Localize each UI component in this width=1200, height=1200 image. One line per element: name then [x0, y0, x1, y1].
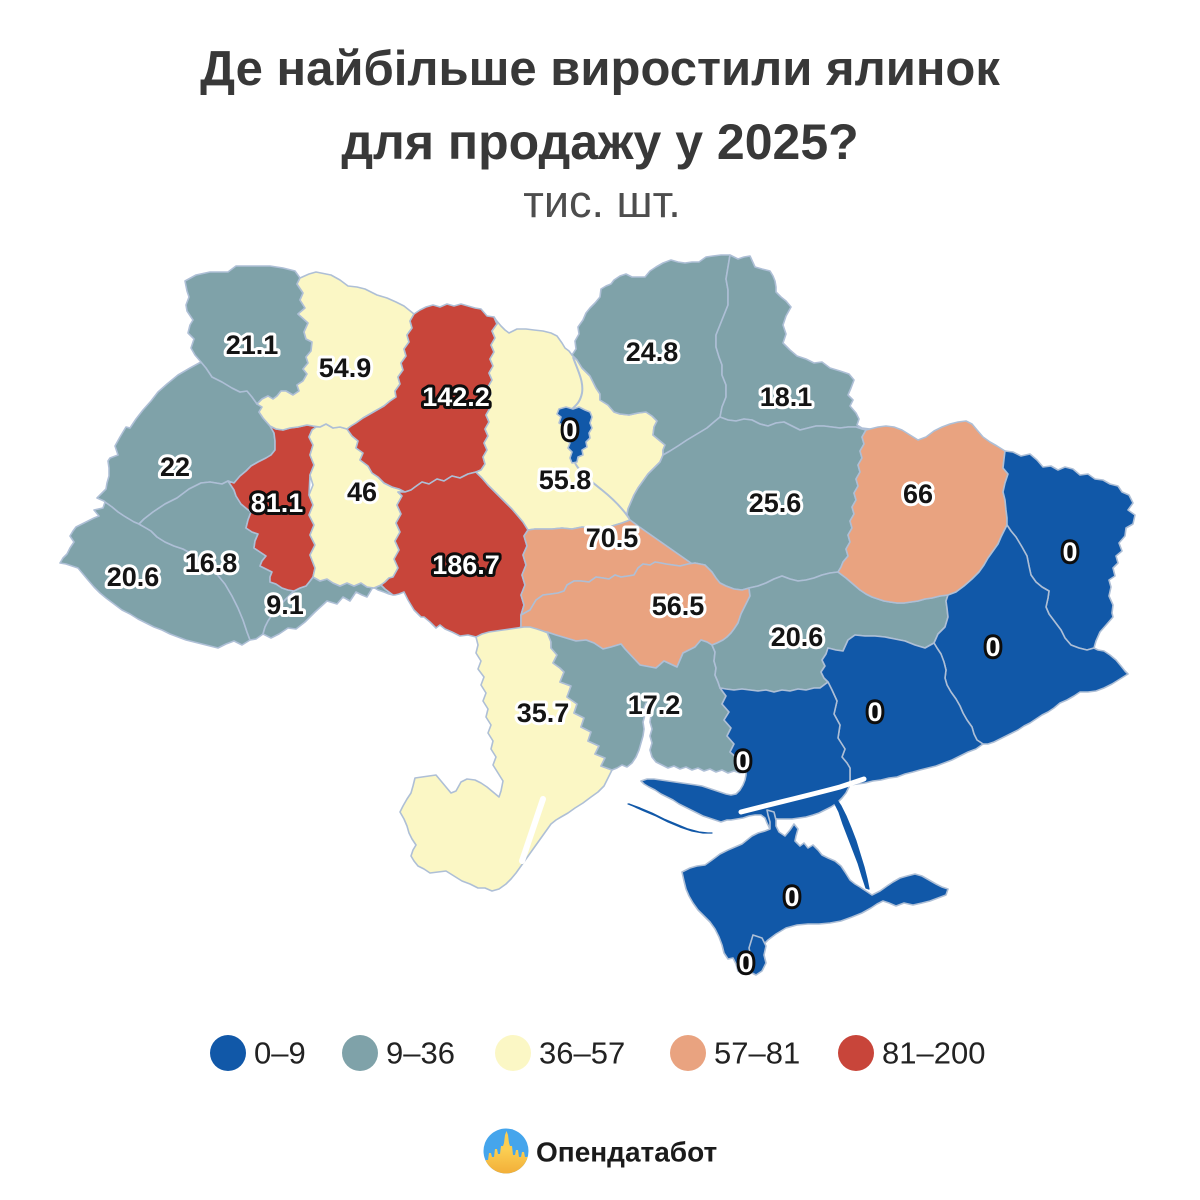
- svg-text:20.6: 20.6: [771, 622, 824, 652]
- svg-text:66: 66: [903, 479, 933, 509]
- svg-text:81–200: 81–200: [882, 1036, 985, 1071]
- svg-text:21.1: 21.1: [226, 330, 279, 360]
- svg-text:55.8: 55.8: [539, 465, 592, 495]
- svg-text:18.1: 18.1: [760, 382, 813, 412]
- svg-text:46: 46: [347, 477, 377, 507]
- svg-text:22: 22: [160, 452, 190, 482]
- svg-text:54.9: 54.9: [319, 353, 372, 383]
- svg-text:25.6: 25.6: [749, 488, 802, 518]
- svg-text:0: 0: [1062, 537, 1077, 567]
- svg-text:0: 0: [985, 632, 1000, 662]
- svg-text:0–9: 0–9: [254, 1036, 306, 1071]
- svg-text:57–81: 57–81: [714, 1036, 800, 1071]
- svg-text:0: 0: [738, 948, 753, 978]
- svg-text:0: 0: [735, 746, 750, 776]
- svg-text:81.1: 81.1: [251, 488, 304, 518]
- svg-text:36–57: 36–57: [539, 1036, 625, 1071]
- svg-text:17.2: 17.2: [628, 690, 681, 720]
- svg-text:0: 0: [562, 415, 577, 445]
- svg-text:9.1: 9.1: [266, 590, 304, 620]
- svg-text:20.6: 20.6: [107, 562, 160, 592]
- svg-text:0: 0: [867, 697, 882, 727]
- svg-text:70.5: 70.5: [586, 523, 639, 553]
- svg-text:186.7: 186.7: [432, 550, 500, 580]
- svg-text:16.8: 16.8: [185, 548, 238, 578]
- svg-text:Опендатабот: Опендатабот: [536, 1137, 717, 1168]
- svg-text:0: 0: [784, 882, 799, 912]
- svg-text:9–36: 9–36: [386, 1036, 455, 1071]
- svg-text:56.5: 56.5: [652, 591, 705, 621]
- svg-text:35.7: 35.7: [517, 698, 570, 728]
- svg-text:142.2: 142.2: [422, 382, 490, 412]
- svg-text:24.8: 24.8: [626, 337, 679, 367]
